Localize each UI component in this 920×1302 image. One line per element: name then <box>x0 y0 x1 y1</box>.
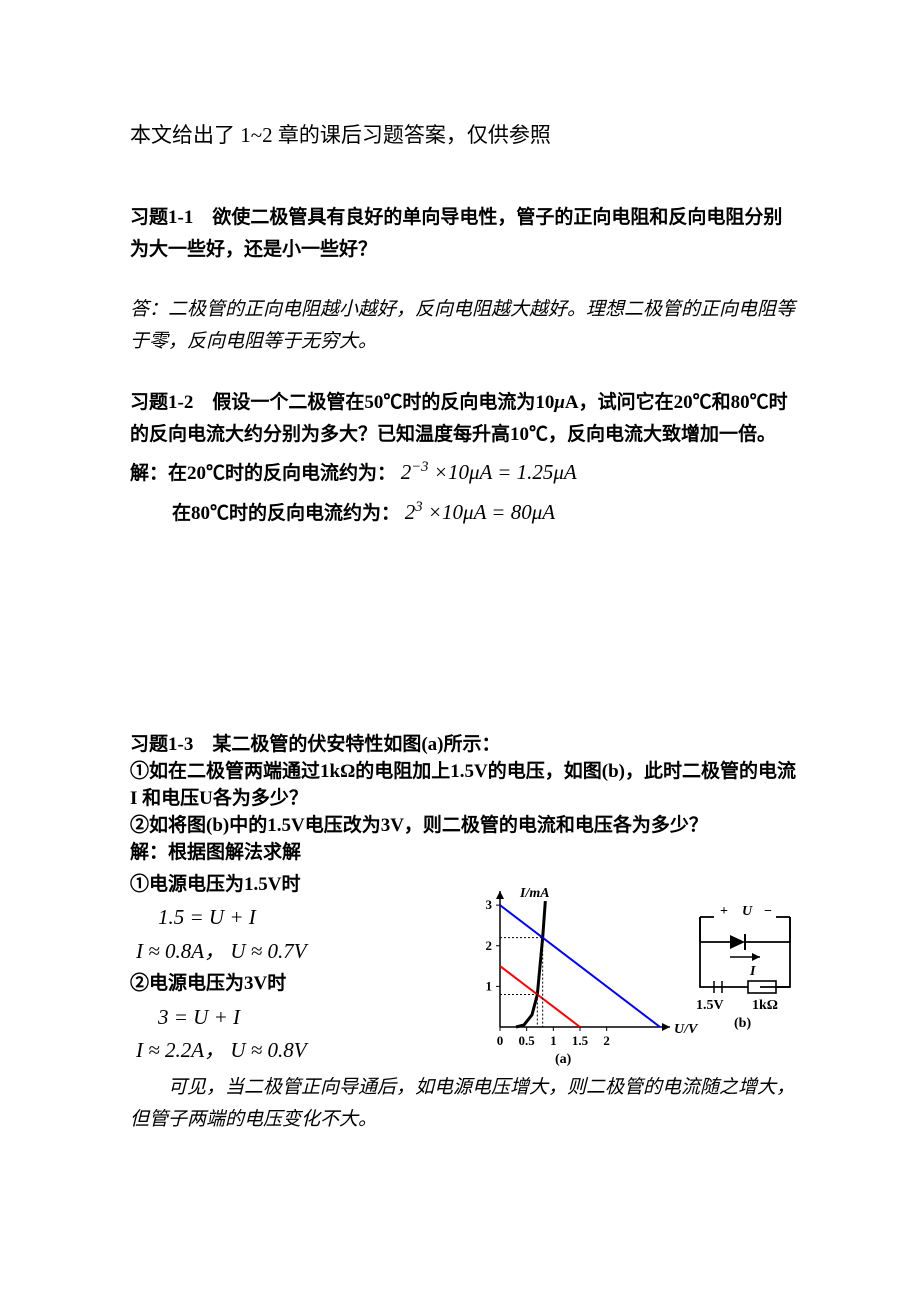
figure-zone: 0 0.5 1 1.5 2 1 2 3 I/mA U/V (a) I + U− 1.5V 1kΩ(b) <box>470 877 810 1077</box>
svg-text:1.5V: 1.5V <box>696 998 724 1013</box>
f2-base: 2 <box>405 500 416 524</box>
svg-text:2: 2 <box>486 937 493 952</box>
q1-answer: 答：二极管的正向电阻越小越好，反向电阻越大越好。理想二极管的正向电阻等于零，反向… <box>130 294 800 359</box>
q3-title: 习题1-3 某二极管的伏安特性如图(a)所示： <box>130 729 800 756</box>
chart-a: 0 0.5 1 1.5 2 1 2 3 I/mA U/V (a) <box>486 886 700 1067</box>
svg-text:I: I <box>749 964 756 979</box>
q3-case1: ①电源电压为1.5V时 <box>130 869 470 901</box>
f1-u1: μA <box>469 460 492 484</box>
f1-rhs: = 1.25 <box>492 460 553 484</box>
f2-mid: ×10 <box>423 500 463 524</box>
svg-text:U: U <box>742 904 753 919</box>
figure-svg: 0 0.5 1 1.5 2 1 2 3 I/mA U/V (a) I + U− 1.5V 1kΩ(b) <box>470 877 810 1077</box>
circuit-b: I + U− 1.5V 1kΩ(b) <box>696 904 790 1031</box>
f2-u1: μA <box>463 500 486 524</box>
svg-text:(a): (a) <box>555 1052 572 1067</box>
svg-text:0.5: 0.5 <box>519 1033 536 1048</box>
svg-text:1.5: 1.5 <box>572 1033 589 1048</box>
svg-text:2: 2 <box>603 1033 610 1048</box>
f1-mid: ×10 <box>429 460 469 484</box>
q2-mu: μ <box>554 392 565 413</box>
q3-eq1a: 1.5 = U + I <box>158 901 470 935</box>
f2-exp: 3 <box>415 499 422 515</box>
svg-text:1: 1 <box>550 1033 557 1048</box>
f1-u2: μA <box>553 460 576 484</box>
intro-text: 本文给出了 1~2 章的课后习题答案，仅供参照 <box>130 120 800 152</box>
f2-rhs: = 80 <box>486 500 532 524</box>
svg-text:0: 0 <box>497 1033 504 1048</box>
eq2a-t: 3 = U + I <box>158 1005 240 1029</box>
f1-exp: −3 <box>411 459 428 475</box>
svg-text:1: 1 <box>486 978 493 993</box>
svg-text:(b): (b) <box>734 1016 751 1031</box>
eq1b-t: I ≈ 0.8A， U ≈ 0.7V <box>136 939 307 963</box>
q3-part1: ①如在二极管两端通过1kΩ的电阻加上1.5V的电压，如图(b)，此时二极管的电流… <box>130 756 800 810</box>
q3-part2-text: ②如将图(b)中的1.5V电压改为3V，则二极管的电流和电压各为多少？ <box>130 815 708 836</box>
question-1: 习题1-1 欲使二极管具有良好的单向导电性，管子的正向电阻和反向电阻分别为大一些… <box>130 202 800 267</box>
q3-sol-label: 解：根据图解法求解 <box>130 837 470 869</box>
q2-title: 习题1-2 假设一个二极管在50℃时的反向电流为10μA，试问它在20℃和80℃… <box>130 387 800 452</box>
q2-sol2: 在80℃时的反向电流约为： 23 ×10μA = 80μA <box>130 495 800 531</box>
q3-part1-text: ①如在二极管两端通过1kΩ的电阻加上1.5V的电压，如图(b)，此时二极管的电流… <box>130 761 796 809</box>
eq2b-t: I ≈ 2.2A， U ≈ 0.8V <box>136 1038 307 1062</box>
svg-text:I/mA: I/mA <box>519 886 550 901</box>
q3-case2: ②电源电压为3V时 <box>130 968 470 1000</box>
q2-formula1: 2−3 ×10μA = 1.25μA <box>401 460 577 484</box>
svg-text:+: + <box>720 904 728 919</box>
q3-eq1b: I ≈ 0.8A， U ≈ 0.7V <box>136 935 470 969</box>
q3-eq2a: 3 = U + I <box>158 1001 470 1035</box>
q3-solution-col: 解：根据图解法求解 ①电源电压为1.5V时 1.5 = U + I I ≈ 0.… <box>130 837 470 1068</box>
svg-text:U/V: U/V <box>674 1022 699 1037</box>
q2-sol2-label: 在80℃时的反向电流约为： <box>172 503 400 524</box>
q2-sol1: 解：在20℃时的反向电流约为： 2−3 ×10μA = 1.25μA <box>130 455 800 491</box>
svg-text:−: − <box>764 904 772 919</box>
q2-sol1-label: 解：在20℃时的反向电流约为： <box>130 463 396 484</box>
vertical-gap <box>130 559 800 729</box>
q3-part2: ②如将图(b)中的1.5V电压改为3V，则二极管的电流和电压各为多少？ <box>130 810 800 837</box>
f1-base: 2 <box>401 460 412 484</box>
q3-eq2b: I ≈ 2.2A， U ≈ 0.8V <box>136 1034 470 1068</box>
svg-text:1kΩ: 1kΩ <box>752 998 778 1013</box>
q2-title-pre: 习题1-2 假设一个二极管在50℃时的反向电流为10 <box>130 392 554 413</box>
q3-summary: 可见，当二极管正向导通后，如电源电压增大，则二极管的电流随之增大，但管子两端的电… <box>130 1072 800 1137</box>
q1-answer-text: 答：二极管的正向电阻越小越好，反向电阻越大越好。理想二极管的正向电阻等于零，反向… <box>130 294 800 359</box>
q1-title: 习题1-1 欲使二极管具有良好的单向导电性，管子的正向电阻和反向电阻分别为大一些… <box>130 202 800 267</box>
question-3: 习题1-3 某二极管的伏安特性如图(a)所示： ①如在二极管两端通过1kΩ的电阻… <box>130 729 800 1137</box>
svg-text:3: 3 <box>486 897 493 912</box>
q2-formula2: 23 ×10μA = 80μA <box>405 500 555 524</box>
question-2: 习题1-2 假设一个二极管在50℃时的反向电流为10μA，试问它在20℃和80℃… <box>130 387 800 531</box>
page: 本文给出了 1~2 章的课后习题答案，仅供参照 习题1-1 欲使二极管具有良好的… <box>0 0 920 1197</box>
eq1a-t: 1.5 = U + I <box>158 905 256 929</box>
f2-u2: μA <box>532 500 555 524</box>
